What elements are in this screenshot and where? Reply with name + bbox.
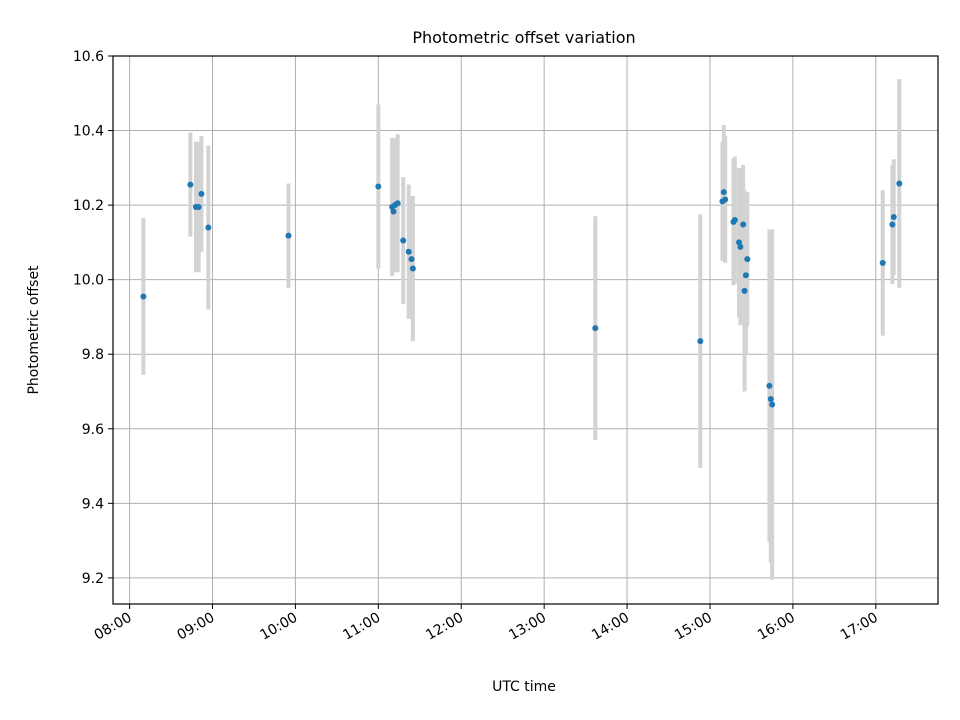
data-point bbox=[394, 200, 401, 207]
x-axis-ticks: 08:00 09:00 10:00 11:00 12:00 13:00 14:00 15:00… bbox=[92, 604, 881, 644]
data-point bbox=[409, 265, 416, 272]
grid-lines bbox=[113, 55, 938, 604]
plot-frame bbox=[112, 55, 939, 605]
y-tick-label: 9.6 bbox=[82, 422, 104, 438]
error-bars bbox=[141, 79, 902, 580]
x-tick-label: 09:00 bbox=[175, 610, 218, 644]
data-point bbox=[592, 325, 599, 332]
data-point bbox=[285, 232, 292, 239]
data-point bbox=[205, 224, 212, 231]
chart-title: Photometric offset variation bbox=[412, 28, 635, 47]
data-point bbox=[767, 395, 774, 402]
data-point bbox=[737, 243, 744, 250]
data-point bbox=[195, 203, 202, 210]
y-tick-label: 10.0 bbox=[73, 273, 104, 289]
data-point bbox=[720, 189, 727, 196]
data-point bbox=[697, 338, 704, 345]
data-point bbox=[742, 272, 749, 279]
data-point bbox=[400, 237, 407, 244]
data-point bbox=[187, 181, 194, 188]
y-tick-label: 9.8 bbox=[82, 347, 104, 363]
y-tick-label: 9.4 bbox=[82, 496, 104, 512]
y-tick-label: 10.2 bbox=[73, 198, 104, 214]
data-point bbox=[140, 293, 147, 300]
data-point bbox=[889, 221, 896, 228]
y-tick-label: 9.2 bbox=[82, 571, 104, 587]
data-point bbox=[879, 259, 886, 266]
data-point bbox=[375, 183, 382, 190]
data-point bbox=[722, 196, 729, 203]
x-tick-label: 13:00 bbox=[506, 610, 549, 644]
y-axis-ticks: 9.2 9.4 9.6 9.8 10.0 10.2 10.4 10.6 bbox=[73, 49, 113, 587]
data-point bbox=[744, 256, 751, 263]
x-tick-label: 17:00 bbox=[838, 610, 881, 644]
x-tick-label: 10:00 bbox=[257, 610, 300, 644]
data-point bbox=[769, 401, 776, 408]
data-point bbox=[390, 208, 397, 215]
x-axis-label: UTC time bbox=[492, 679, 556, 695]
data-point bbox=[766, 382, 773, 389]
data-point bbox=[741, 287, 748, 294]
data-points bbox=[140, 180, 903, 408]
x-tick-label: 14:00 bbox=[589, 610, 632, 644]
x-tick-label: 08:00 bbox=[92, 610, 135, 644]
x-tick-label: 12:00 bbox=[423, 610, 466, 644]
x-tick-label: 11:00 bbox=[340, 610, 383, 644]
data-point bbox=[896, 180, 903, 187]
data-point bbox=[408, 256, 415, 263]
data-point bbox=[890, 214, 897, 221]
data-point bbox=[198, 190, 205, 197]
x-tick-label: 16:00 bbox=[755, 610, 798, 644]
y-tick-label: 10.4 bbox=[73, 124, 104, 140]
data-point bbox=[740, 221, 747, 228]
y-tick-label: 10.6 bbox=[73, 49, 104, 65]
data-point bbox=[731, 217, 738, 224]
y-axis-label: Photometric offset bbox=[26, 265, 42, 395]
data-point bbox=[405, 248, 412, 255]
x-tick-label: 15:00 bbox=[672, 610, 715, 644]
